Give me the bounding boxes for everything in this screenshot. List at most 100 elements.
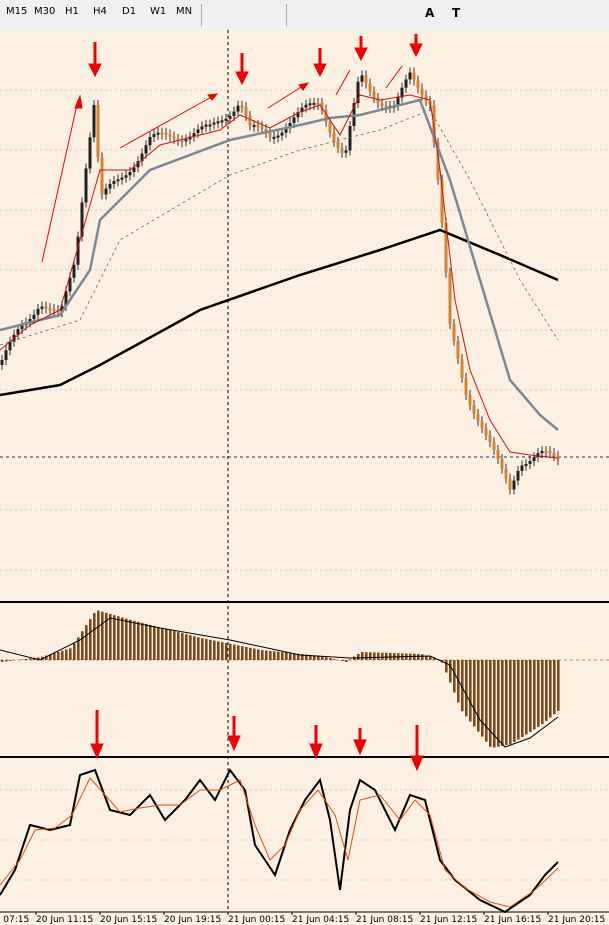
macd-bar (557, 660, 560, 711)
candle-body (292, 117, 296, 124)
candle-body (472, 405, 476, 414)
candle-body (400, 87, 404, 98)
candle-body (308, 103, 312, 106)
macd-bar (445, 660, 448, 673)
candle-body (204, 124, 208, 127)
candle-body (0, 359, 4, 365)
candle-body (360, 75, 364, 82)
time-label: 21 Jun 04:15 (292, 915, 349, 925)
macd-bar (529, 660, 532, 732)
candle-body (80, 202, 84, 237)
macd-bar (77, 637, 80, 660)
candle-body (272, 136, 276, 139)
timeframe-button[interactable]: H1 (65, 6, 79, 17)
macd-bar (537, 660, 540, 727)
candle-body (232, 111, 236, 116)
time-label: 20 Jun 19:15 (164, 915, 221, 925)
tool-button[interactable]: A (425, 6, 435, 20)
macd-bar (185, 634, 188, 660)
macd-bar (533, 660, 536, 730)
macd-bar (141, 622, 144, 660)
macd-bar (293, 653, 296, 660)
candles (0, 67, 560, 495)
candle-body (112, 181, 116, 185)
candle-body (196, 129, 200, 134)
candle-body (304, 104, 308, 108)
macd-bar (505, 660, 508, 745)
candle-body (276, 135, 280, 138)
candle-body (164, 132, 168, 135)
candle-body (136, 161, 140, 168)
time-label: 21 Jun 20:15 (548, 915, 605, 925)
timeframe-button[interactable]: W1 (150, 6, 167, 17)
macd-bar (125, 618, 128, 660)
timeframe-button[interactable]: D1 (122, 6, 137, 17)
candle-body (128, 171, 132, 176)
macd-bar (49, 654, 52, 660)
macd-bar (265, 650, 268, 660)
macd-bar (325, 657, 328, 660)
macd-bar (169, 630, 172, 660)
candle-body (60, 306, 64, 313)
candle-body (488, 435, 492, 443)
candle-body (208, 124, 212, 127)
candle-body (544, 450, 548, 453)
candle-body (348, 125, 352, 151)
candle-body (200, 126, 204, 130)
timeframe-button[interactable]: M15 (6, 6, 28, 17)
candle-body (64, 291, 68, 307)
macd-bar (213, 640, 216, 660)
macd-bar (225, 643, 228, 660)
ma-gray (0, 98, 559, 431)
macd-bar (309, 654, 312, 660)
macd-bar (449, 660, 452, 683)
macd-bar (245, 647, 248, 660)
candle-body (192, 133, 196, 137)
candle-body (16, 329, 20, 335)
timeframe-button[interactable]: H4 (93, 6, 107, 17)
candle-body (152, 134, 156, 137)
candle-body (8, 341, 12, 351)
macd-bar (101, 611, 104, 660)
macd-bar (5, 660, 8, 662)
candle-body (524, 463, 528, 466)
stoch-main (0, 768, 559, 914)
macd-bar (93, 613, 96, 660)
timeframe-button[interactable]: MN (176, 6, 193, 17)
candle-body (268, 132, 272, 137)
candle-body (364, 75, 368, 84)
tool-button[interactable]: T (452, 6, 461, 20)
macd-bar (97, 610, 100, 660)
macd-bar (173, 631, 176, 660)
candle-body (552, 452, 556, 457)
time-label: 20 Jun 07:15 (0, 915, 29, 925)
separator (286, 4, 287, 26)
macd-bar (157, 626, 160, 660)
macd-bar (381, 652, 384, 660)
timeframe-button[interactable]: M30 (34, 6, 56, 17)
macd-bar (9, 660, 12, 661)
candle-body (436, 142, 440, 180)
macd-bar (137, 621, 140, 660)
candle-body (108, 184, 112, 189)
candle-body (440, 179, 444, 223)
macd-bar (117, 616, 120, 660)
macd-bar (45, 655, 48, 660)
macd-bar (497, 660, 500, 747)
macd-bar (509, 660, 512, 745)
candle-body (104, 188, 108, 195)
candle-body (320, 102, 324, 110)
candle-body (372, 91, 376, 99)
macd-bar (229, 643, 232, 660)
macd-bar (149, 624, 152, 660)
macd-bar (341, 660, 344, 662)
candle-body (432, 105, 436, 143)
macd-bar (57, 651, 60, 660)
time-label: 20 Jun 15:15 (100, 915, 157, 925)
macd-bar (217, 641, 220, 660)
macd-bar (277, 651, 280, 660)
candle-body (212, 122, 216, 125)
macd-bar (289, 652, 292, 660)
macd-bar (113, 615, 116, 660)
